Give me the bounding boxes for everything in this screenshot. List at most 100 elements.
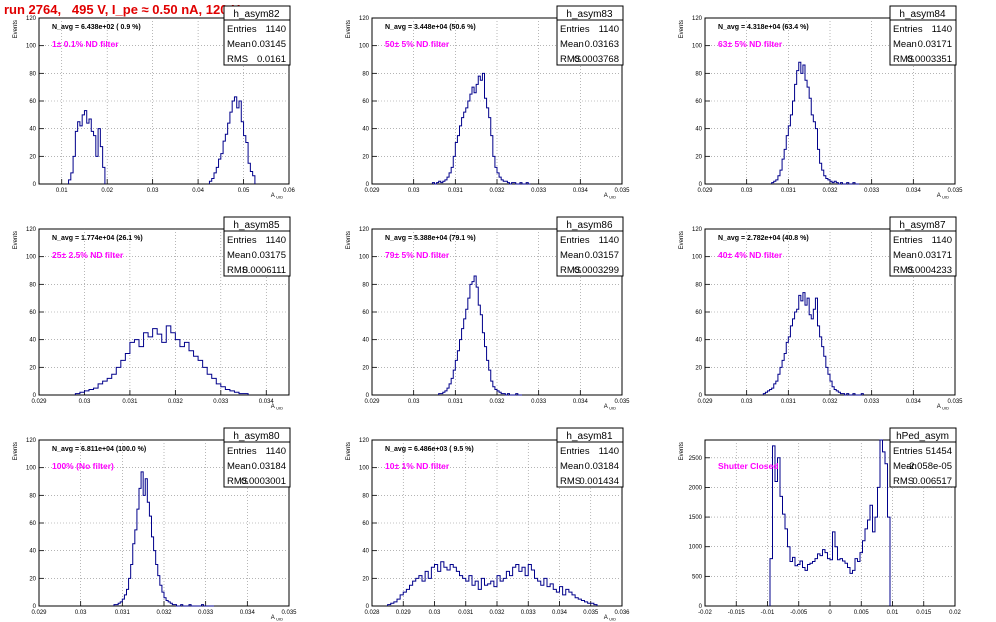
- stats-box: [889, 5, 957, 66]
- stats-value: 0.001434: [579, 476, 619, 487]
- y-tick-label: 0: [366, 182, 370, 188]
- y-axis-title: Events: [13, 231, 19, 249]
- stats-box: [889, 216, 957, 277]
- y-tick-label: 120: [692, 227, 703, 233]
- stats-key: Entries: [227, 235, 257, 246]
- histogram-panel-h_asym81: 0.028 0.029 0.03 0.031 0.032 0.033 0.034 0.035 0…: [346, 427, 630, 622]
- stats-value: 0.03157: [585, 250, 619, 261]
- x-tick-label: 0.029: [31, 610, 47, 616]
- histogram-name: h_asym85: [233, 220, 280, 231]
- x-tick-label: -0.01: [761, 610, 775, 616]
- y-tick-label: 100: [26, 466, 37, 472]
- stats-key: RMS: [560, 54, 581, 65]
- histogram-panel-h_asym83: 0.029 0.03 0.031 0.032 0.033 0.034 0.035 0 20 40 6…: [346, 5, 630, 200]
- filter-label: 1± 0.1% ND filter: [52, 39, 119, 49]
- y-tick-label: 0: [33, 393, 37, 399]
- y-tick-label: 2500: [689, 456, 703, 462]
- histogram-series: [387, 561, 598, 606]
- stats-box: [556, 5, 624, 66]
- x-tick-label: 0.04: [192, 188, 204, 194]
- y-tick-label: 80: [695, 282, 702, 288]
- x-tick-label: 0.03: [741, 188, 753, 194]
- stats-value: 0.03175: [252, 250, 286, 261]
- y-tick-label: 0: [699, 393, 703, 399]
- stats-value: 0.03171: [918, 39, 952, 50]
- y-tick-label: 100: [359, 44, 370, 50]
- x-tick-label: 0.034: [573, 188, 589, 194]
- y-tick-label: 100: [692, 44, 703, 50]
- y-tick-label: 20: [29, 154, 36, 160]
- stats-box: [223, 216, 291, 277]
- stats-key: Entries: [893, 24, 923, 35]
- x-tick-label: 0.032: [489, 399, 505, 405]
- stats-value: -2.058e-05: [906, 461, 952, 472]
- x-tick-label: 0.031: [448, 188, 464, 194]
- histogram-name: h_asym81: [566, 431, 613, 442]
- y-tick-label: 60: [29, 521, 36, 527]
- y-tick-label: 120: [26, 227, 37, 233]
- y-tick-label: 1500: [689, 515, 703, 521]
- x-tick-label: 0.036: [614, 610, 630, 616]
- stats-value: 1140: [599, 235, 619, 246]
- y-tick-label: 20: [29, 576, 36, 582]
- stats-value: 1140: [266, 24, 286, 35]
- x-tick-label: 0.031: [781, 399, 797, 405]
- y-tick-label: 60: [362, 99, 369, 105]
- y-tick-label: 0: [699, 604, 703, 610]
- y-tick-label: 0: [699, 182, 703, 188]
- x-tick-label: 0.03: [429, 610, 441, 616]
- y-tick-label: 100: [359, 255, 370, 261]
- histogram-panel-h_asym82: 0.01 0.02 0.03 0.04 0.05 0.06 0 20 40 60 80 100 120 E…: [13, 5, 295, 200]
- x-tick-label: 0.032: [489, 188, 505, 194]
- histogram-series: [762, 292, 864, 396]
- y-tick-label: 60: [29, 99, 36, 105]
- y-tick-label: 1000: [689, 545, 703, 551]
- stats-key: Mean: [893, 250, 917, 261]
- stats-value: 1140: [599, 446, 619, 457]
- stats-key: Mean: [560, 461, 584, 472]
- stats-box: [889, 427, 957, 488]
- x-tick-label: -0.02: [698, 610, 712, 616]
- y-tick-label: 40: [362, 549, 369, 555]
- histogram-panel-hPed_asym: -0.02 -0.015 -0.01 -0.005 0 0.005 0.01 0.015 0.0…: [679, 427, 961, 616]
- stats-key: Mean: [227, 39, 251, 50]
- x-tick-label: 0.031: [115, 610, 131, 616]
- y-tick-label: 100: [26, 255, 37, 261]
- y-tick-label: 40: [29, 549, 36, 555]
- y-tick-label: 120: [26, 438, 37, 444]
- stats-key: RMS: [227, 476, 248, 487]
- x-tick-label: 0.034: [906, 399, 922, 405]
- x-tick-label: 0.01: [887, 610, 899, 616]
- histogram-series: [431, 72, 531, 185]
- x-tick-label: 0.028: [364, 610, 380, 616]
- y-tick-label: 60: [695, 99, 702, 105]
- y-axis-title: Events: [679, 231, 685, 249]
- x-tick-label: 0.029: [396, 610, 412, 616]
- histogram-name: h_asym87: [899, 220, 946, 231]
- stats-key: Entries: [560, 446, 590, 457]
- y-tick-label: 500: [692, 574, 703, 580]
- x-tick-label: 0.005: [854, 610, 870, 616]
- x-tick-label: 0.01: [56, 188, 68, 194]
- y-tick-label: 40: [695, 338, 702, 344]
- x-tick-label: 0.032: [168, 399, 184, 405]
- stats-value: 0.03184: [585, 461, 619, 472]
- x-tick-label: 0.035: [614, 188, 630, 194]
- navg-label: N_avg = 4.318e+04 (63.4 %): [718, 24, 809, 31]
- y-tick-label: 20: [29, 365, 36, 371]
- x-tick-label: 0.029: [364, 188, 380, 194]
- x-tick-label: 0.02: [101, 188, 113, 194]
- x-tick-label: 0.034: [906, 188, 922, 194]
- stats-value: 0.03171: [918, 250, 952, 261]
- x-tick-label: 0.032: [822, 188, 838, 194]
- x-tick-label: 0.033: [864, 399, 880, 405]
- navg-label: N_avg = 6.486e+03 ( 9.5 %): [385, 446, 474, 453]
- histogram-series: [68, 110, 106, 184]
- x-axis-title: A UID: [937, 404, 949, 411]
- histogram-series: [74, 325, 249, 395]
- stats-key: RMS: [893, 476, 914, 487]
- y-tick-label: 60: [695, 310, 702, 316]
- x-tick-label: 0.035: [614, 399, 630, 405]
- stats-value: 1140: [266, 446, 286, 457]
- navg-label: N_avg = 6.438e+02 ( 0.9 %): [52, 24, 141, 31]
